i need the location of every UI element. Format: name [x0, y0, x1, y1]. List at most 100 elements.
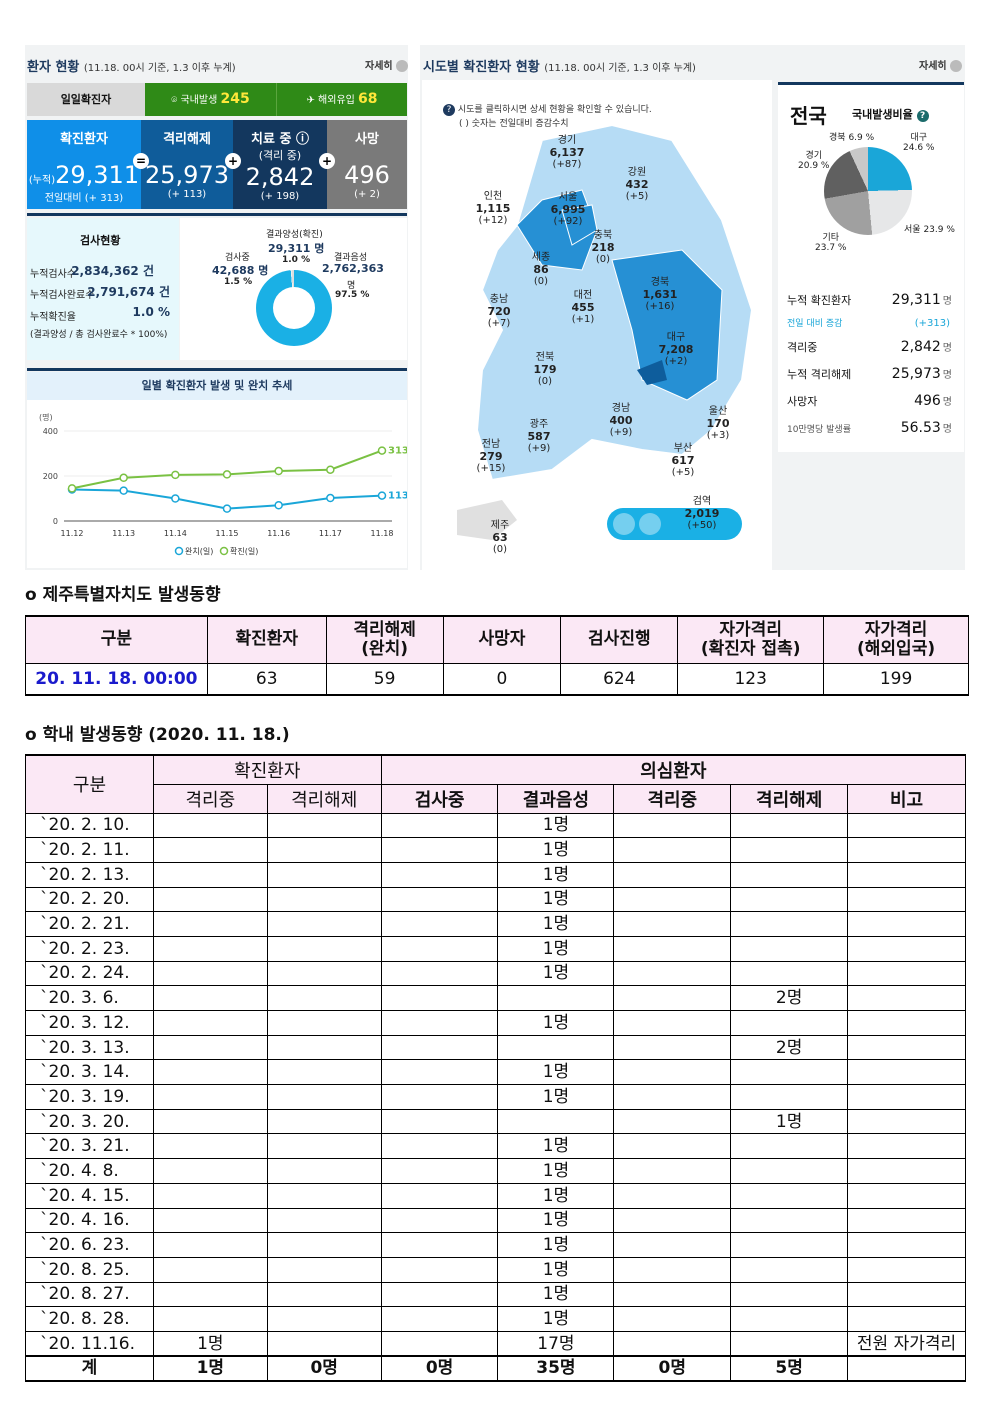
- stat-value: 56.53: [900, 420, 941, 436]
- title-text: 환자 현황: [27, 60, 80, 75]
- date-cell: `20. 3. 20.: [25, 1108, 154, 1135]
- region-1[interactable]: 강원 432 (+5): [626, 167, 649, 203]
- data-cell: [847, 1158, 966, 1184]
- data-cell: [730, 935, 849, 962]
- header-cell: 구분: [25, 615, 208, 664]
- data-cell: [847, 1010, 966, 1036]
- data-cell: [613, 1133, 732, 1160]
- region-2[interactable]: 인천 1,115 (+12): [476, 191, 511, 227]
- help-icon[interactable]: ⓘ: [295, 132, 309, 147]
- data-cell: [613, 1232, 732, 1258]
- table-row: `20. 8. 25. 1명: [25, 1256, 966, 1283]
- region-7[interactable]: 충남 720 (+7): [488, 294, 511, 330]
- help-icon: ?: [443, 104, 455, 116]
- region-3[interactable]: 서울 6,995 (+92): [551, 192, 586, 228]
- region-16[interactable]: 검역 2,019 (+50): [685, 496, 720, 532]
- map-help: ? 시도를 클릭하시면 상세 현황을 확인할 수 있습니다. ( ) 숫자는 전일…: [443, 102, 652, 129]
- data-cell: [497, 1108, 615, 1135]
- region-15[interactable]: 부산 617 (+5): [672, 443, 695, 479]
- data-cell: [847, 935, 966, 962]
- region-0[interactable]: 경기 6,137 (+87): [550, 135, 585, 171]
- region-delta: (0): [533, 276, 549, 287]
- region-name: 충남: [489, 294, 509, 305]
- box-delta: (+ 2): [354, 189, 380, 200]
- data-cell: [613, 1108, 732, 1135]
- region-11[interactable]: 경남 400 (+9): [610, 403, 633, 439]
- data-cell: [613, 1010, 732, 1036]
- data-cell: [152, 861, 268, 888]
- table-row: `20. 3. 21. 1명: [25, 1133, 966, 1160]
- negative-pct: 97.5 %: [335, 290, 370, 300]
- data-cell: [380, 1256, 499, 1283]
- header-text: (해외입국): [857, 638, 936, 659]
- data-cell: [613, 1034, 732, 1061]
- data-cell: [380, 1330, 499, 1357]
- test-label: 누적검사완료수: [30, 290, 95, 301]
- data-cell: [613, 837, 732, 863]
- header-text: 사망자: [478, 629, 526, 650]
- header-category: 구분: [25, 754, 154, 814]
- more-link[interactable]: 자세히: [365, 57, 408, 72]
- stat-value: 496: [914, 393, 941, 409]
- date-cell: `20. 2. 21.: [25, 911, 154, 937]
- chevron-right-icon: [395, 60, 408, 72]
- help-icon[interactable]: ?: [916, 110, 929, 122]
- region-6[interactable]: 경북 1,631 (+16): [643, 277, 678, 313]
- x-tick-label: 11.18: [371, 529, 394, 538]
- region-8[interactable]: 대전 455 (+1): [572, 290, 595, 326]
- data-cell: [847, 1232, 966, 1258]
- data-cell: [380, 935, 499, 962]
- stat-value-wrap: 25,973 명: [892, 366, 952, 382]
- data-cell: [266, 1281, 382, 1308]
- region-4[interactable]: 충북 218 (0): [592, 230, 615, 266]
- table-row: `20. 2. 23. 1명: [25, 935, 966, 962]
- test-value: 2,791,674 건: [87, 285, 170, 299]
- region-name: 인천: [483, 191, 503, 202]
- data-cell: 17명: [497, 1330, 615, 1357]
- region-13[interactable]: 광주 587 (+9): [528, 419, 551, 455]
- region-value: 587: [527, 430, 551, 443]
- subheader-cell: 격리중: [152, 783, 268, 814]
- negative-unit: 명: [347, 281, 356, 291]
- data-cell: [380, 1133, 499, 1160]
- region-value: 6,995: [550, 203, 586, 216]
- header-cell: 자가격리 (확진자 접촉): [677, 615, 825, 664]
- box-title: 치료 중: [251, 132, 292, 147]
- data-cell: 1명: [497, 911, 615, 937]
- stat-row: 누적 확진환자 29,311 명: [787, 292, 952, 308]
- stat-unit: 명: [942, 343, 952, 354]
- region-5[interactable]: 세종 86 (0): [532, 252, 550, 288]
- more-link[interactable]: 자세히: [919, 57, 962, 72]
- stat-unit: 명: [942, 397, 952, 408]
- table-row: `20. 3. 20. 1명: [25, 1108, 966, 1135]
- test-label: 누적검사수: [30, 269, 76, 280]
- data-cell: [847, 1133, 966, 1160]
- pie-label: 기타 23.7 %: [815, 233, 847, 253]
- data-cell: 123: [677, 662, 825, 696]
- date-cell: `20. 8. 27.: [25, 1281, 154, 1308]
- test-note: (결과양성 / 총 검사완료수 * 100%): [30, 330, 168, 340]
- data-cell: [266, 985, 382, 1011]
- region-9[interactable]: 대구 7,208 (+2): [659, 332, 694, 368]
- data-cell: [847, 1306, 966, 1332]
- data-cell: [847, 985, 966, 1011]
- data-cell: [613, 911, 732, 937]
- data-cell: 1명: [497, 1256, 615, 1283]
- region-14[interactable]: 전남 279 (+15): [477, 439, 506, 475]
- region-12[interactable]: 울산 170 (+3): [707, 406, 730, 442]
- data-cell: [613, 1207, 732, 1234]
- data-cell: 1명: [152, 1355, 268, 1382]
- data-cell: 1명: [497, 1207, 615, 1234]
- table-row: `20. 4. 8. 1명: [25, 1158, 966, 1184]
- data-cell: [152, 1256, 268, 1283]
- region-10[interactable]: 전북 179 (0): [534, 352, 557, 388]
- region-delta: (+15): [476, 463, 506, 474]
- stat-value: 25,973: [891, 366, 941, 382]
- region-17[interactable]: 제주 63 (0): [491, 520, 509, 556]
- region-name: 전북: [535, 352, 555, 363]
- jeju-status-table: 구분 확진환자 격리해제 (완치) 사망자 검사진행 자가격리 (확진자 접촉) 자가격리 (해외…: [25, 615, 969, 696]
- stat-row: 10만명당 발생률 56.53 명: [787, 420, 952, 436]
- region-delta: (+1): [571, 314, 595, 325]
- data-cell: [266, 1034, 382, 1061]
- data-cell: [730, 1330, 849, 1357]
